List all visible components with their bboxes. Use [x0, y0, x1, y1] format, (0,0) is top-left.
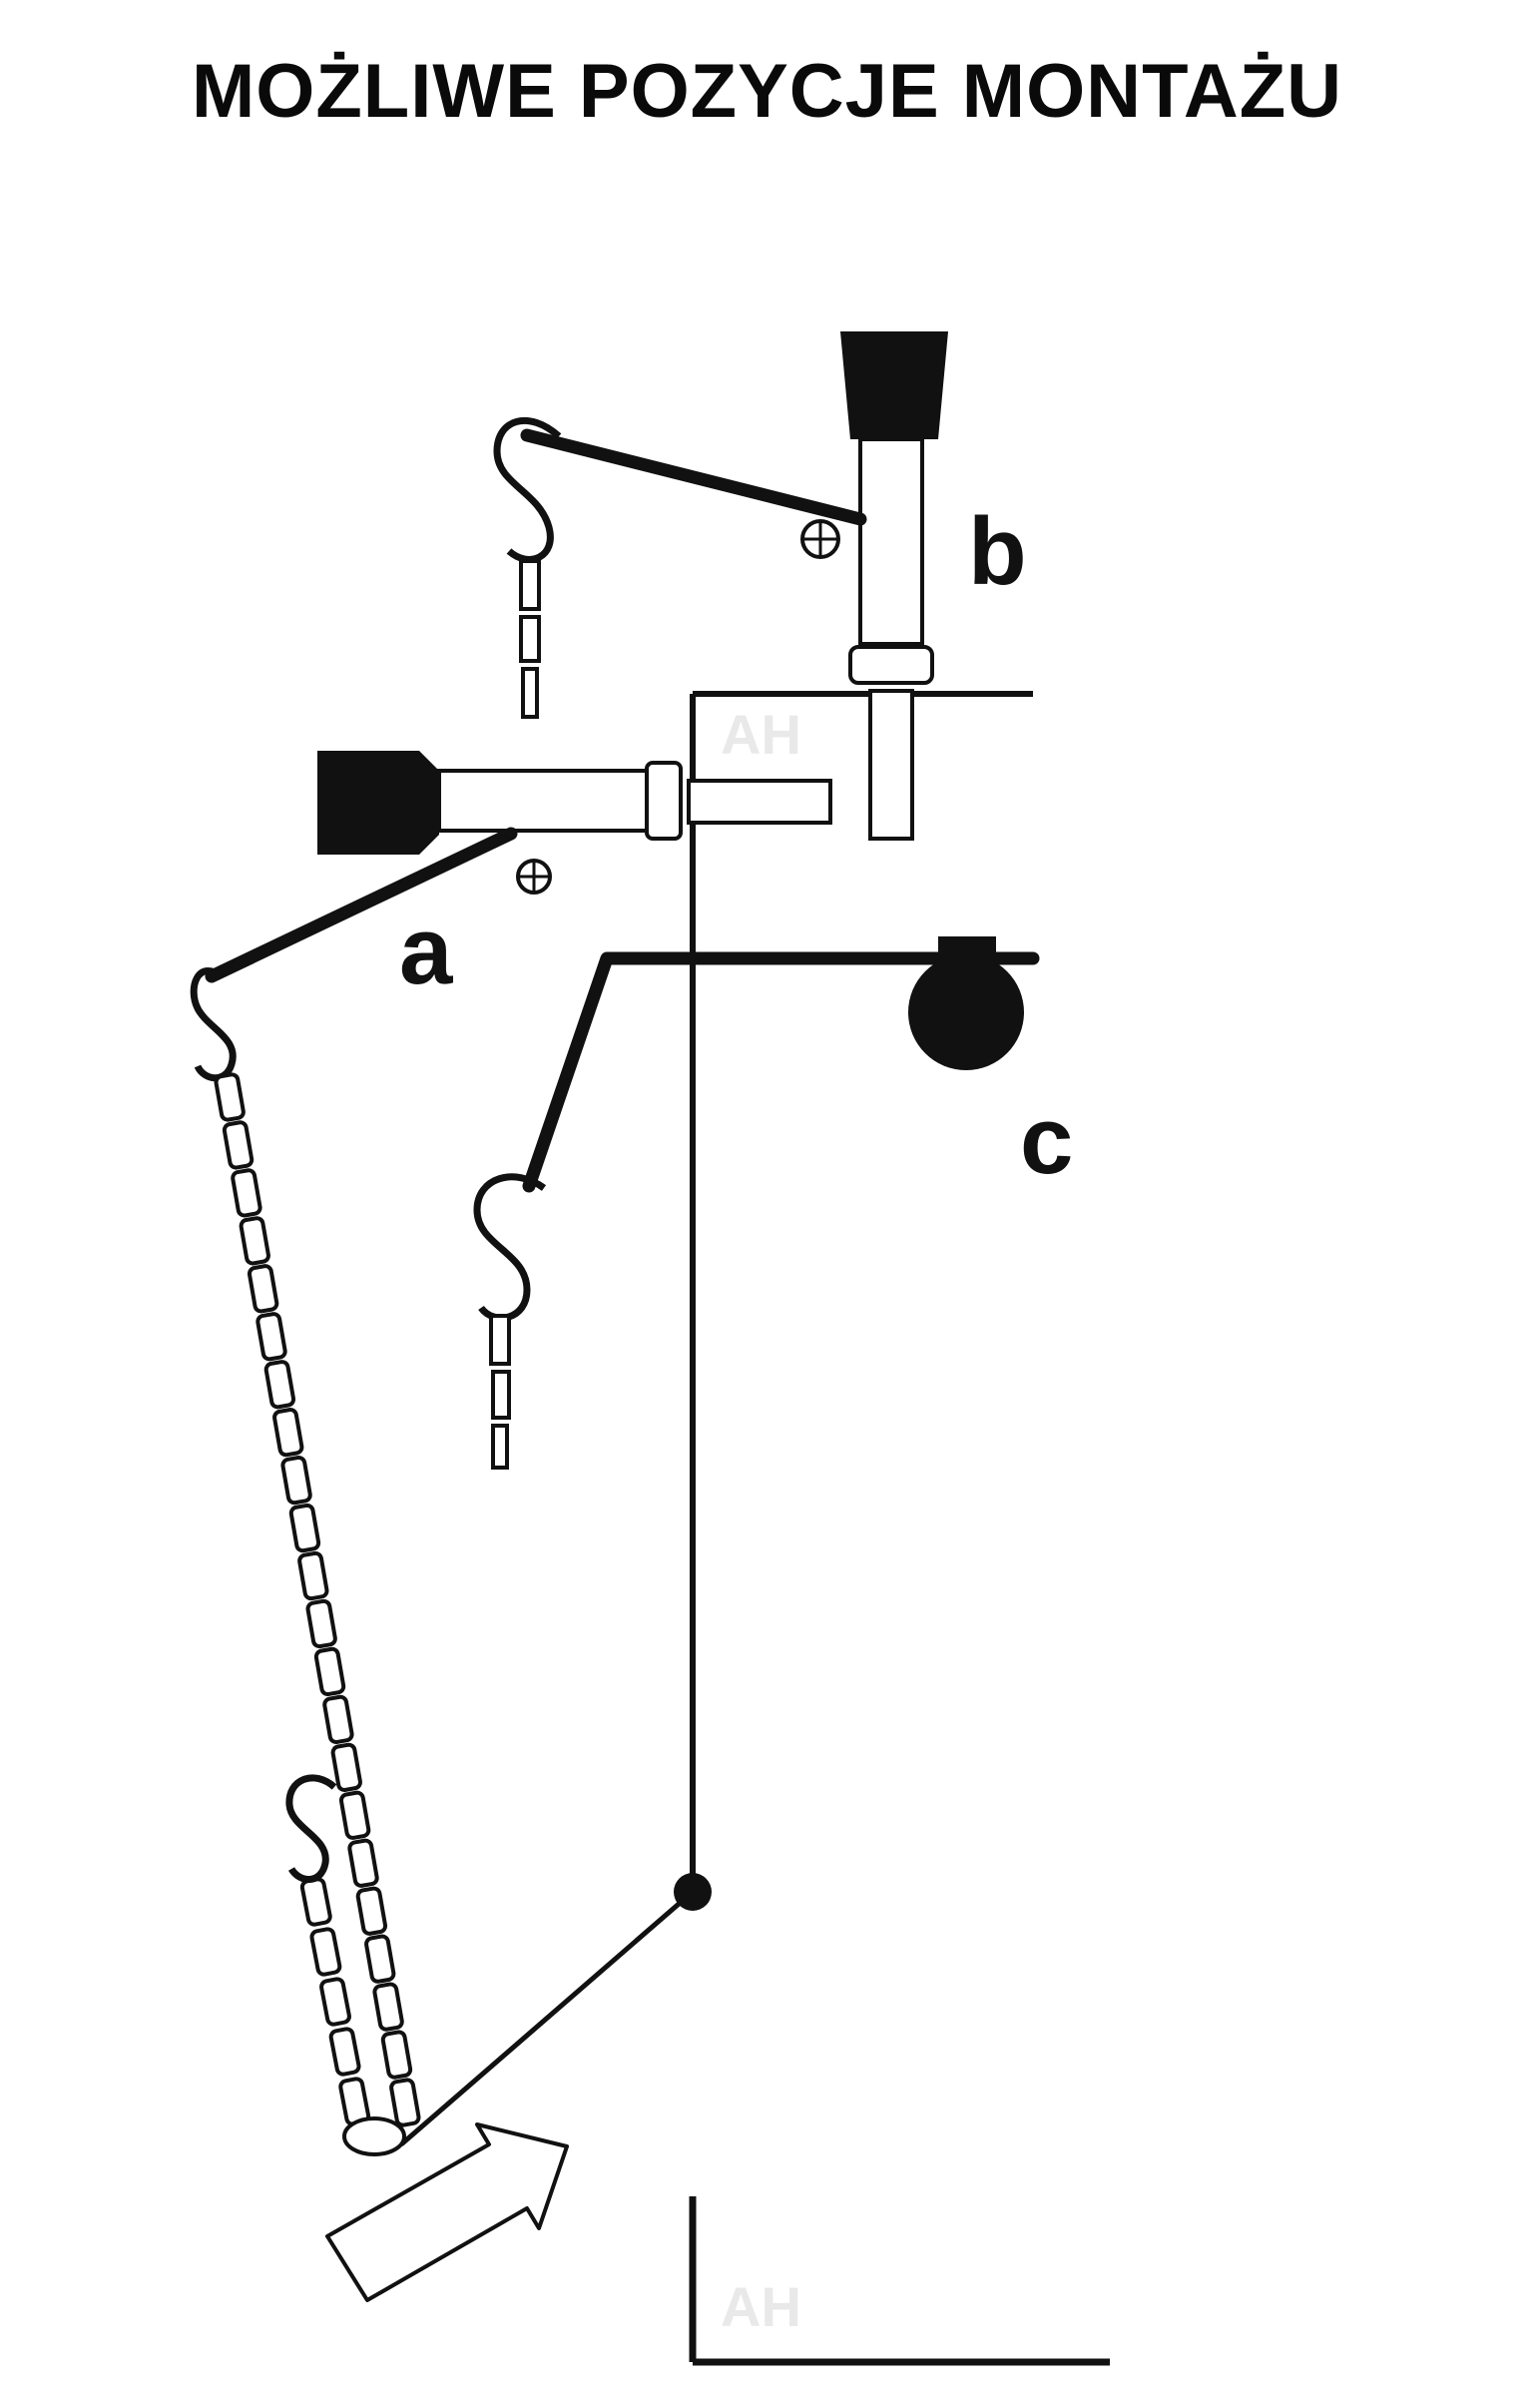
chain-link [272, 1408, 304, 1458]
chain-link [297, 1550, 329, 1601]
chain-link [280, 1455, 312, 1505]
chain-link [338, 1790, 371, 1840]
chain-link [328, 2027, 361, 2077]
flush-pivot-arm [342, 1873, 712, 2156]
chain-link [319, 1977, 351, 2027]
chain-link [239, 1216, 270, 1266]
chain-link [256, 1312, 287, 1362]
chain-link [214, 1072, 246, 1122]
page-title: MOŻLIWE POZYCJE MONTAŻU [191, 49, 1343, 134]
chain-a [214, 1072, 421, 2127]
direction-arrow [325, 2122, 569, 2302]
label-a: a [399, 898, 453, 1004]
valve-position-b [800, 331, 948, 841]
chain-hook-lower [285, 1774, 337, 1883]
chain-link [247, 1264, 279, 1314]
chain-link [355, 1886, 388, 1936]
chain-link [330, 1742, 362, 1792]
watermark-bottom: AH [721, 2275, 801, 2338]
chain-link [313, 1646, 346, 1697]
chain-link [288, 1503, 321, 1553]
chain-link [347, 1838, 379, 1888]
valve-position-a [317, 751, 832, 895]
chain-link [299, 1877, 332, 1927]
chain-link [364, 1934, 396, 1984]
chain-link [380, 2030, 413, 2080]
lever-position-c [473, 936, 1040, 1470]
chain-link [305, 1598, 337, 1649]
chain-link [263, 1360, 296, 1410]
chain-link [231, 1168, 262, 1218]
corner-bracket [689, 2196, 1110, 2366]
cistern-wall [690, 691, 1033, 1892]
lever-arm-b [493, 417, 867, 719]
chain-link [389, 2078, 421, 2127]
chain-link [222, 1120, 255, 1170]
label-c: c [1020, 1087, 1073, 1194]
chain-link [309, 1927, 342, 1977]
label-b: b [968, 498, 1027, 605]
watermark-top: AH [721, 703, 801, 766]
chain-link [372, 1982, 404, 2032]
lever-arm-a [190, 827, 518, 1082]
chain-link [322, 1694, 354, 1745]
